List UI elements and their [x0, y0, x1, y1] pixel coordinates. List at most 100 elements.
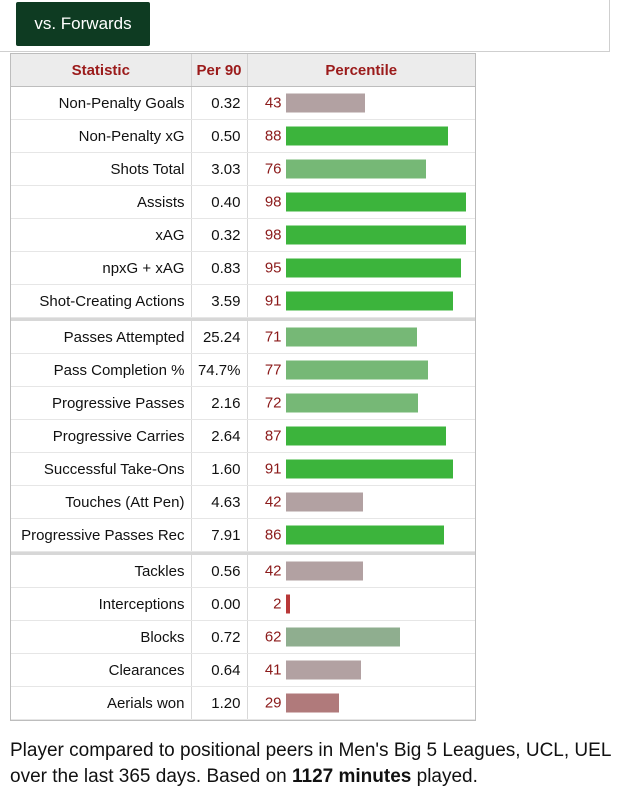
percentile-cell: 86	[247, 518, 475, 552]
footer-text-after: played.	[411, 766, 478, 787]
percentile-value: 91	[264, 292, 282, 310]
percentile-value: 77	[264, 361, 282, 379]
table-row: Clearances 0.64 41	[11, 653, 475, 687]
stat-name: Shots Total	[11, 152, 192, 186]
per90-value: 2.16	[191, 386, 248, 420]
vs-forwards-button[interactable]: vs. Forwards	[16, 2, 150, 46]
per90-value: 0.40	[191, 185, 248, 219]
stat-name: Progressive Passes	[11, 386, 192, 420]
percentile-cell: 95	[247, 251, 475, 285]
stat-name: Assists	[11, 185, 192, 219]
stat-name: Pass Completion %	[11, 353, 192, 387]
percentile-value: 95	[264, 259, 282, 277]
table-row: Touches (Att Pen) 4.63 42	[11, 485, 475, 519]
percentile-value: 86	[264, 526, 282, 544]
stat-name: Non-Penalty Goals	[11, 86, 192, 120]
percentile-value: 76	[264, 160, 282, 178]
stat-name: Touches (Att Pen)	[11, 485, 192, 519]
percentile-cell: 76	[247, 152, 475, 186]
per90-value: 0.32	[191, 86, 248, 120]
table-row: Aerials won 1.20 29	[11, 686, 475, 720]
stat-name: Interceptions	[11, 587, 192, 621]
percentile-value: 2	[273, 595, 282, 613]
percentile-bar	[285, 693, 339, 713]
percentile-value: 98	[264, 193, 282, 211]
stat-name: Aerials won	[11, 686, 192, 720]
per90-value: 0.32	[191, 218, 248, 252]
percentile-bar	[285, 492, 363, 512]
percentile-cell: 2	[247, 587, 475, 621]
stat-name: Passes Attempted	[11, 321, 192, 354]
percentile-bar	[285, 360, 428, 380]
per90-value: 74.7%	[191, 353, 248, 387]
table-row: Interceptions 0.00 2	[11, 587, 475, 621]
percentile-bar	[285, 627, 400, 647]
percentile-cell: 72	[247, 386, 475, 420]
percentile-value: 98	[264, 226, 282, 244]
percentile-bar	[285, 93, 365, 113]
stat-name: Clearances	[11, 653, 192, 687]
percentile-bar	[285, 192, 466, 212]
footer-minutes: 1127 minutes	[292, 766, 412, 787]
percentile-bar	[285, 525, 444, 545]
table-row: xAG 0.32 98	[11, 218, 475, 252]
percentile-bar	[285, 393, 418, 413]
per90-value: 0.00	[191, 587, 248, 621]
percentile-value: 41	[264, 661, 282, 679]
percentile-cell: 87	[247, 419, 475, 453]
per90-value: 3.59	[191, 284, 248, 318]
stat-name: Progressive Carries	[11, 419, 192, 453]
percentile-bar	[285, 561, 363, 581]
percentile-cell: 98	[247, 185, 475, 219]
percentile-value: 62	[264, 628, 282, 646]
percentile-cell: 42	[247, 555, 475, 588]
per90-value: 4.63	[191, 485, 248, 519]
table-row: Progressive Passes 2.16 72	[11, 386, 475, 420]
percentile-cell: 62	[247, 620, 475, 654]
table-row: Shot-Creating Actions 3.59 91	[11, 284, 475, 318]
stat-name: Progressive Passes Rec	[11, 518, 192, 552]
stat-name: xAG	[11, 218, 192, 252]
per90-value: 0.64	[191, 653, 248, 687]
table-row: Progressive Carries 2.64 87	[11, 419, 475, 453]
header-per90[interactable]: Per 90	[191, 54, 248, 87]
table-row: Passes Attempted 25.24 71	[11, 321, 475, 354]
stat-name: Non-Penalty xG	[11, 119, 192, 153]
percentile-bar	[285, 327, 417, 347]
percentile-bar	[285, 291, 453, 311]
percentile-value: 87	[264, 427, 282, 445]
table-row: Non-Penalty Goals 0.32 43	[11, 86, 475, 120]
per90-value: 0.50	[191, 119, 248, 153]
per90-value: 0.72	[191, 620, 248, 654]
percentile-bar	[285, 258, 461, 278]
header-statistic[interactable]: Statistic	[11, 54, 192, 87]
percentile-cell: 29	[247, 686, 475, 720]
per90-value: 0.56	[191, 555, 248, 588]
percentile-cell: 91	[247, 284, 475, 318]
per90-value: 2.64	[191, 419, 248, 453]
percentile-bar	[285, 159, 426, 179]
per90-value: 0.83	[191, 251, 248, 285]
table-row: Tackles 0.56 42	[11, 555, 475, 588]
percentile-value: 42	[264, 493, 282, 511]
percentile-cell: 98	[247, 218, 475, 252]
table-row: Assists 0.40 98	[11, 185, 475, 219]
group-separator	[11, 551, 475, 555]
percentile-cell: 42	[247, 485, 475, 519]
per90-value: 1.20	[191, 686, 248, 720]
group-separator	[11, 317, 475, 321]
tab-bar: vs. Forwards	[0, 0, 610, 52]
per90-value: 1.60	[191, 452, 248, 486]
percentile-cell: 91	[247, 452, 475, 486]
percentile-bar	[285, 594, 290, 614]
percentile-cell: 77	[247, 353, 475, 387]
header-percentile[interactable]: Percentile	[247, 54, 475, 87]
percentile-table: Statistic Per 90 Percentile Non-Penalty …	[10, 53, 476, 721]
percentile-value: 29	[264, 694, 282, 712]
percentile-value: 71	[264, 328, 282, 346]
per90-value: 7.91	[191, 518, 248, 552]
stat-name: npxG + xAG	[11, 251, 192, 285]
percentile-bar	[285, 459, 453, 479]
percentile-value: 43	[264, 94, 282, 112]
stat-name: Tackles	[11, 555, 192, 588]
